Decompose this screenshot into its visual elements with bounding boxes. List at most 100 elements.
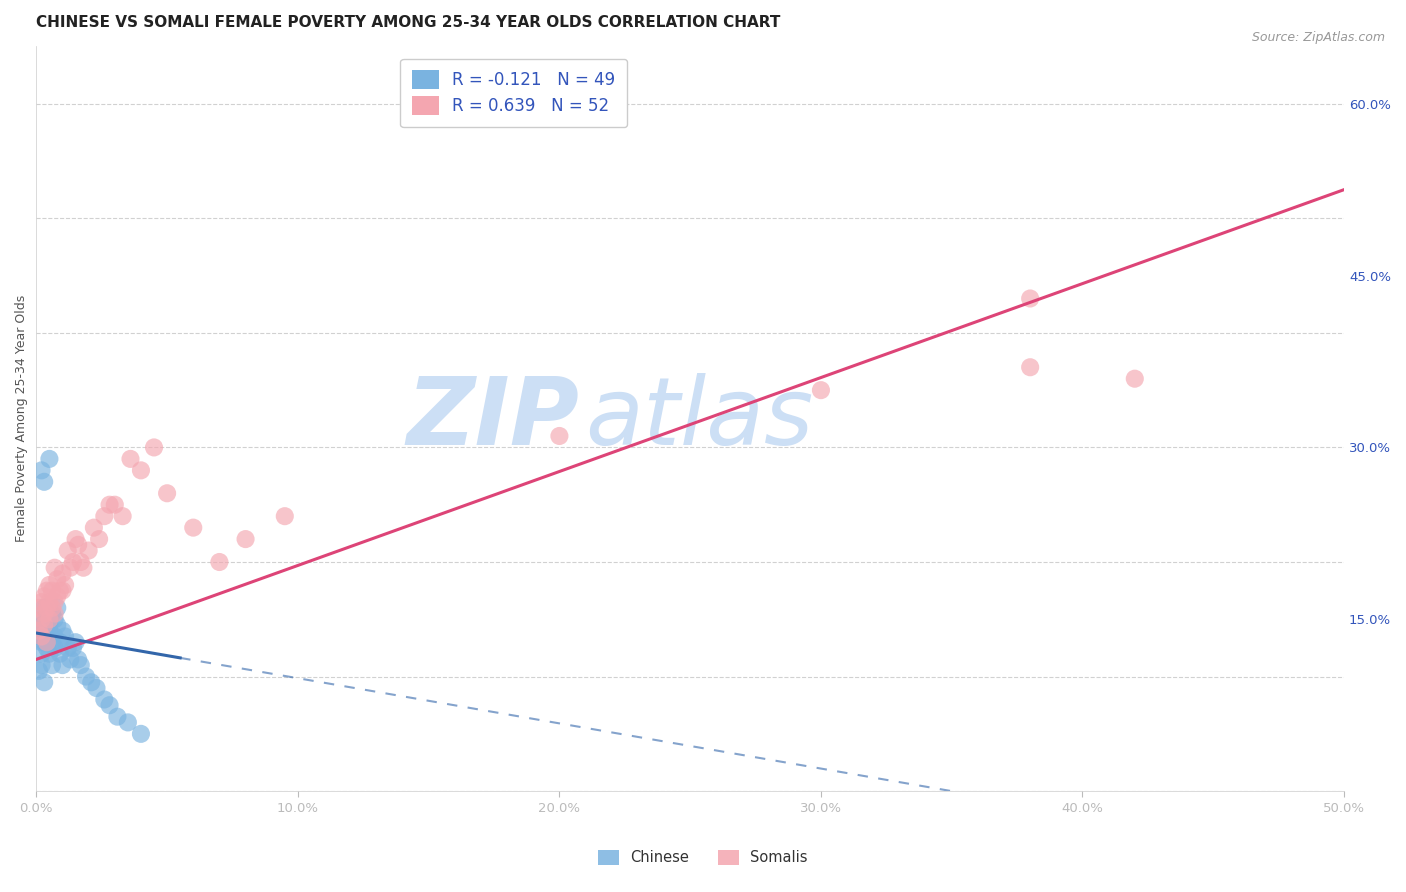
Point	[53, 578, 76, 592]
Point	[38, 618, 60, 632]
Point	[31, 647, 53, 661]
Point	[44, 612, 66, 626]
Point	[117, 715, 139, 730]
Point	[44, 595, 66, 609]
Text: Source: ZipAtlas.com: Source: ZipAtlas.com	[1251, 31, 1385, 45]
Point	[274, 509, 297, 524]
Point	[51, 624, 73, 638]
Text: atlas: atlas	[585, 373, 814, 465]
Point	[32, 475, 55, 489]
Point	[80, 675, 103, 690]
Point	[44, 607, 66, 621]
Point	[28, 664, 51, 678]
Point	[41, 658, 63, 673]
Point	[32, 635, 55, 649]
Point	[38, 612, 60, 626]
Point	[129, 463, 152, 477]
Point	[56, 543, 79, 558]
Text: CHINESE VS SOMALI FEMALE POVERTY AMONG 25-34 YEAR OLDS CORRELATION CHART: CHINESE VS SOMALI FEMALE POVERTY AMONG 2…	[37, 15, 780, 30]
Point	[143, 441, 166, 455]
Point	[235, 532, 257, 546]
Point	[49, 635, 72, 649]
Point	[65, 635, 87, 649]
Point	[28, 630, 51, 644]
Y-axis label: Female Poverty Among 25-34 Year Olds: Female Poverty Among 25-34 Year Olds	[15, 295, 28, 542]
Point	[32, 618, 55, 632]
Point	[32, 590, 55, 604]
Point	[35, 600, 58, 615]
Point	[38, 578, 60, 592]
Point	[548, 429, 571, 443]
Point	[62, 640, 84, 655]
Point	[1123, 372, 1146, 386]
Point	[49, 583, 72, 598]
Point	[32, 600, 55, 615]
Legend: R = -0.121   N = 49, R = 0.639   N = 52: R = -0.121 N = 49, R = 0.639 N = 52	[401, 59, 627, 127]
Point	[31, 658, 53, 673]
Point	[49, 647, 72, 661]
Point	[35, 624, 58, 638]
Point	[31, 635, 53, 649]
Point	[156, 486, 179, 500]
Point	[31, 595, 53, 609]
Point	[75, 669, 97, 683]
Point	[120, 451, 142, 466]
Point	[32, 618, 55, 632]
Point	[46, 590, 69, 604]
Point	[83, 521, 105, 535]
Point	[93, 509, 115, 524]
Point	[51, 658, 73, 673]
Point	[111, 509, 134, 524]
Point	[107, 709, 129, 723]
Point	[59, 652, 82, 666]
Point	[72, 560, 94, 574]
Point	[44, 560, 66, 574]
Point	[38, 451, 60, 466]
Point	[69, 658, 91, 673]
Point	[98, 698, 121, 713]
Point	[51, 566, 73, 581]
Point	[86, 681, 108, 695]
Point	[35, 640, 58, 655]
Point	[31, 618, 53, 632]
Point	[44, 630, 66, 644]
Point	[67, 538, 90, 552]
Text: ZIP: ZIP	[406, 373, 579, 465]
Point	[41, 607, 63, 621]
Point	[31, 612, 53, 626]
Point	[35, 630, 58, 644]
Point	[46, 618, 69, 632]
Point	[46, 600, 69, 615]
Point	[32, 607, 55, 621]
Point	[104, 498, 127, 512]
Point	[65, 532, 87, 546]
Point	[67, 652, 90, 666]
Point	[28, 624, 51, 638]
Point	[98, 498, 121, 512]
Point	[35, 607, 58, 621]
Point	[810, 383, 832, 397]
Point	[1019, 360, 1042, 375]
Point	[41, 583, 63, 598]
Point	[38, 647, 60, 661]
Point	[62, 555, 84, 569]
Point	[38, 595, 60, 609]
Point	[31, 612, 53, 626]
Point	[1019, 292, 1042, 306]
Point	[69, 555, 91, 569]
Point	[35, 635, 58, 649]
Point	[38, 624, 60, 638]
Legend: Chinese, Somalis: Chinese, Somalis	[592, 844, 814, 871]
Point	[31, 463, 53, 477]
Point	[181, 521, 204, 535]
Point	[38, 612, 60, 626]
Point	[31, 630, 53, 644]
Point	[35, 583, 58, 598]
Point	[44, 640, 66, 655]
Point	[93, 692, 115, 706]
Point	[56, 640, 79, 655]
Point	[208, 555, 231, 569]
Point	[77, 543, 100, 558]
Point	[41, 635, 63, 649]
Point	[32, 675, 55, 690]
